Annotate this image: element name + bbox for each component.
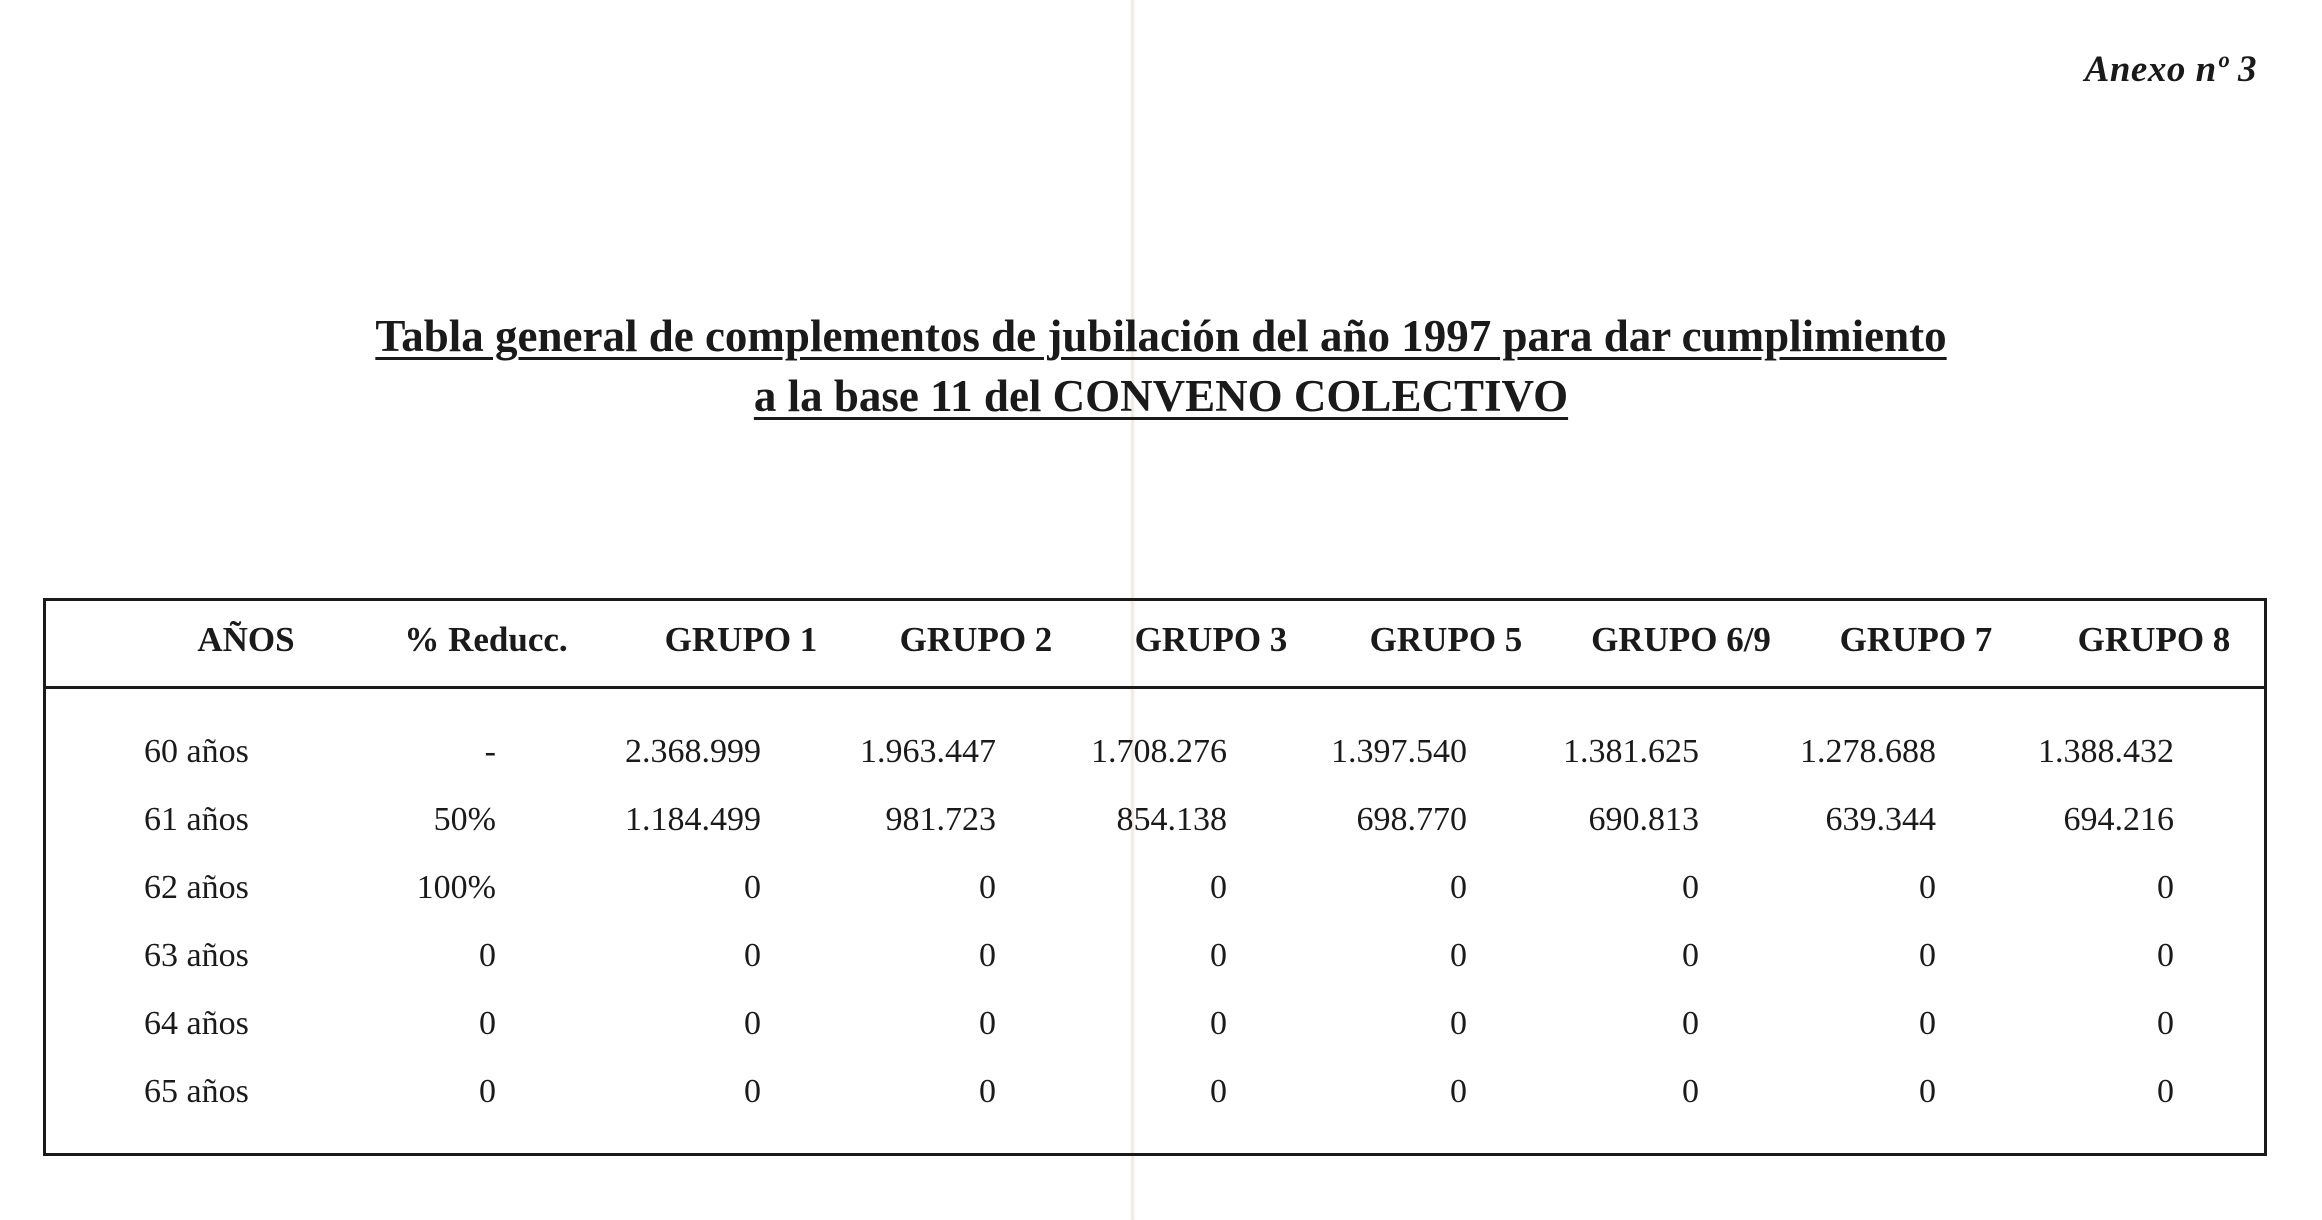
cell-grupo-6-9: 0 xyxy=(1682,937,1699,974)
cell-grupo-6-9: 690.813 xyxy=(1588,801,1700,838)
header-grupo-6-9: GRUPO 6/9 xyxy=(1591,620,1771,659)
cell-reduccion: 0 xyxy=(479,1005,496,1042)
cell-grupo-3: 854.138 xyxy=(1116,801,1228,838)
table-row: 65 años 0 0 0 0 0 0 0 0 xyxy=(46,1073,2264,1141)
cell-age: 63 años xyxy=(144,937,249,974)
cell-grupo-7: 0 xyxy=(1919,1073,1936,1110)
cell-grupo-1: 1.184.499 xyxy=(625,801,761,838)
cell-grupo-8: 1.388.432 xyxy=(2038,733,2174,770)
cell-grupo-7: 1.278.688 xyxy=(1800,733,1936,770)
annex-label: Anexo nº 3 xyxy=(2084,49,2257,90)
cell-grupo-7: 0 xyxy=(1919,937,1936,974)
cell-grupo-1: 0 xyxy=(744,869,761,906)
cell-grupo-3: 1.708.276 xyxy=(1091,733,1227,770)
document-title: Tabla general de complementos de jubilac… xyxy=(0,306,2322,426)
header-reduccion: % Reducc. xyxy=(404,620,568,659)
cell-grupo-1: 0 xyxy=(744,1005,761,1042)
table-row: 60 años - 2.368.999 1.963.447 1.708.276 … xyxy=(46,733,2264,801)
table-row: 62 años 100% 0 0 0 0 0 0 0 xyxy=(46,869,2264,937)
header-anos: AÑOS xyxy=(197,620,295,659)
header-grupo-3: GRUPO 3 xyxy=(1134,620,1288,659)
cell-grupo-8: 0 xyxy=(2157,1005,2174,1042)
cell-age: 62 años xyxy=(144,869,249,906)
cell-grupo-6-9: 1.381.625 xyxy=(1563,733,1699,770)
cell-grupo-2: 981.723 xyxy=(885,801,997,838)
cell-grupo-3: 0 xyxy=(1210,869,1227,906)
cell-reduccion: 0 xyxy=(479,1073,496,1110)
cell-grupo-1: 0 xyxy=(744,937,761,974)
cell-grupo-2: 1.963.447 xyxy=(860,733,996,770)
cell-grupo-6-9: 0 xyxy=(1682,869,1699,906)
header-grupo-7: GRUPO 7 xyxy=(1839,620,1993,659)
title-line-1: Tabla general de complementos de jubilac… xyxy=(375,311,1947,361)
cell-grupo-7: 0 xyxy=(1919,1005,1936,1042)
cell-grupo-5: 0 xyxy=(1450,1005,1467,1042)
cell-age: 64 años xyxy=(144,1005,249,1042)
cell-grupo-5: 698.770 xyxy=(1356,801,1468,838)
table-row: 64 años 0 0 0 0 0 0 0 0 xyxy=(46,1005,2264,1073)
cell-grupo-5: 1.397.540 xyxy=(1331,733,1467,770)
cell-reduccion: 0 xyxy=(479,937,496,974)
cell-grupo-5: 0 xyxy=(1450,869,1467,906)
cell-grupo-3: 0 xyxy=(1210,1005,1227,1042)
table-header-row: AÑOS % Reducc. GRUPO 1 GRUPO 2 GRUPO 3 G… xyxy=(46,601,2264,689)
cell-grupo-8: 0 xyxy=(2157,937,2174,974)
cell-grupo-1: 0 xyxy=(744,1073,761,1110)
cell-grupo-5: 0 xyxy=(1450,1073,1467,1110)
table-row: 61 años 50% 1.184.499 981.723 854.138 69… xyxy=(46,801,2264,869)
cell-grupo-6-9: 0 xyxy=(1682,1073,1699,1110)
cell-grupo-8: 0 xyxy=(2157,1073,2174,1110)
title-line-2: a la base 11 del CONVENO COLECTIVO xyxy=(753,371,1569,421)
cell-reduccion: 50% xyxy=(433,801,496,838)
cell-age: 61 años xyxy=(144,801,249,838)
cell-age: 60 años xyxy=(144,733,249,770)
header-grupo-1: GRUPO 1 xyxy=(664,620,818,659)
page-fold-line xyxy=(1130,0,1135,1220)
cell-grupo-2: 0 xyxy=(979,869,996,906)
cell-reduccion: 100% xyxy=(416,869,496,906)
cell-grupo-8: 0 xyxy=(2157,869,2174,906)
cell-grupo-8: 694.216 xyxy=(2063,801,2175,838)
cell-grupo-7: 639.344 xyxy=(1825,801,1937,838)
header-grupo-5: GRUPO 5 xyxy=(1369,620,1523,659)
cell-grupo-1: 2.368.999 xyxy=(625,733,761,770)
cell-grupo-6-9: 0 xyxy=(1682,1005,1699,1042)
cell-grupo-7: 0 xyxy=(1919,869,1936,906)
retirement-complement-table: AÑOS % Reducc. GRUPO 1 GRUPO 2 GRUPO 3 G… xyxy=(43,598,2267,1156)
header-grupo-8: GRUPO 8 xyxy=(2077,620,2231,659)
cell-grupo-5: 0 xyxy=(1450,937,1467,974)
cell-grupo-2: 0 xyxy=(979,1073,996,1110)
table-row: 63 años 0 0 0 0 0 0 0 0 xyxy=(46,937,2264,1005)
cell-grupo-2: 0 xyxy=(979,937,996,974)
cell-grupo-3: 0 xyxy=(1210,1073,1227,1110)
cell-age: 65 años xyxy=(144,1073,249,1110)
header-grupo-2: GRUPO 2 xyxy=(899,620,1053,659)
cell-grupo-2: 0 xyxy=(979,1005,996,1042)
cell-reduccion: - xyxy=(484,733,496,770)
cell-grupo-3: 0 xyxy=(1210,937,1227,974)
